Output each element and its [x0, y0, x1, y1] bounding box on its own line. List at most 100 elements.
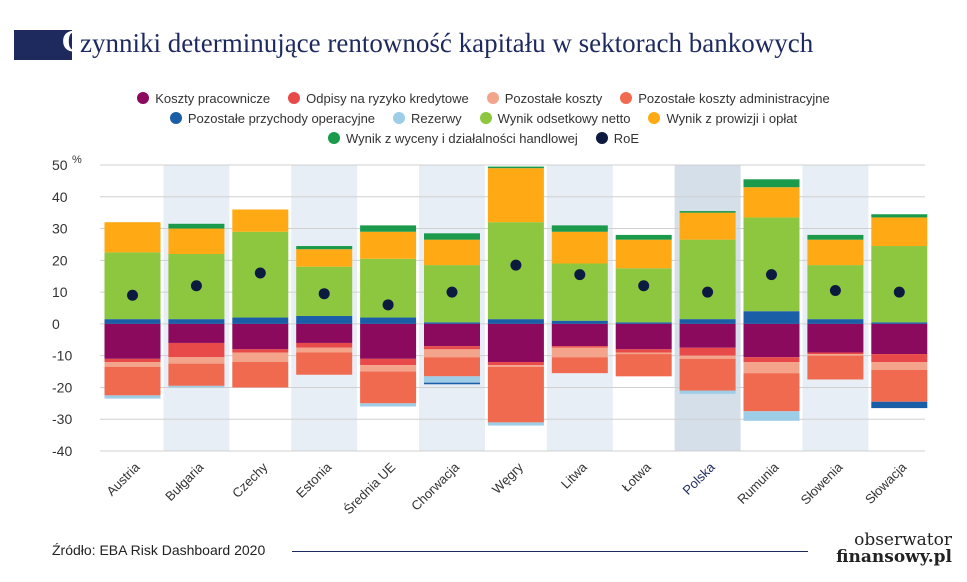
- bar-segment-wynik-prowizji: [551, 231, 608, 264]
- bar-segment-wynik-prowizji: [871, 217, 928, 247]
- legend-item-wynik-wyceny: Wynik z wyceny i działalności handlowej: [327, 130, 578, 146]
- bar-segment-wynik-prowizji: [743, 187, 800, 218]
- bar-segment-koszty-pracownicze: [424, 323, 480, 347]
- y-tick-label: -30: [52, 411, 72, 427]
- bar-segment-pozostale-koszty: [551, 347, 608, 358]
- legend-label: Odpisy na ryzyko kredytowe: [306, 90, 469, 106]
- bar-segment-pozostale-koszty: [424, 349, 480, 358]
- bar-segment-rezerwy: [360, 403, 417, 407]
- legend-label: RoE: [613, 130, 640, 146]
- bar-segment-koszty-pracownicze: [487, 323, 544, 363]
- bar-segment-odpisy: [679, 347, 736, 356]
- bar-segment-wynik-prowizji: [807, 239, 864, 266]
- bar-segment-pozostale-przychody: [615, 322, 672, 324]
- bar-segment-wynik-wyceny: [807, 234, 864, 240]
- x-tick-label: Bułgaria: [162, 459, 207, 504]
- bar-segment-wynik-prowizji: [104, 222, 161, 253]
- chart-title: C zynniki determinujące rentowność kapit…: [14, 27, 834, 60]
- bar-segment-odpisy: [615, 349, 672, 353]
- bar-segment-pozostale-przychody: [296, 315, 353, 324]
- bar-segment-wynik-wyceny: [743, 179, 800, 188]
- logo-line-1: obserwator: [854, 530, 952, 550]
- bar-segment-odpisy: [360, 358, 417, 366]
- bar-segment-odpisy: [551, 346, 608, 348]
- legend-row: Wynik z wyceny i działalności handlowej R…: [0, 128, 967, 148]
- bar-segment-odpisy: [296, 342, 353, 348]
- source-note: Źródło: EBA Risk Dashboard 2020: [52, 542, 266, 558]
- bar-segment-pozostale-koszty: [615, 352, 672, 355]
- legend-row: Koszty pracownicze Odpisy na ryzyko kredy…: [0, 88, 967, 108]
- bar-segment-rezerwy-dark: [424, 382, 480, 385]
- bar-segment-wynik-prowizji: [424, 239, 480, 266]
- title-text: zynniki determinujące rentowność kapitał…: [80, 28, 814, 58]
- bar-segment-wynik-prowizji: [679, 212, 736, 240]
- legend-item-pozostale-koszty: Pozostałe koszty: [486, 91, 602, 106]
- legend-item-pozostale-koszty-adm: Pozostałe koszty administracyjne: [620, 91, 830, 106]
- y-tick-label: 0: [52, 316, 60, 332]
- bar-segment-koszty-pracownicze: [232, 323, 289, 350]
- bar-segment-pozostale-przychody: [360, 317, 417, 324]
- legend-item-koszty-pracownicze: Koszty pracownicze: [137, 91, 270, 106]
- bar-segment-pozostale-przychody: [551, 320, 608, 324]
- legend-swatch: [486, 92, 499, 104]
- bar-segment-wynik-wyceny: [551, 225, 608, 232]
- bar-segment-pozostale-przychody: [424, 322, 480, 324]
- bar-segment-koszty-pracownicze: [807, 323, 864, 353]
- bar-segment-wynik-prowizji: [168, 228, 225, 254]
- roe-point: [574, 269, 586, 281]
- roe-point: [510, 259, 522, 271]
- bar-segment-pozostale-przychody: [487, 319, 544, 324]
- bar-segment-rezerwy: [104, 395, 161, 399]
- roe-point: [446, 286, 458, 298]
- bar-segment-wynik-odsetkowy: [871, 246, 928, 323]
- bar-segment-koszty-pracownicze: [615, 323, 672, 350]
- bar-segment-rezerwy: [743, 411, 800, 421]
- title-initial: C: [62, 27, 84, 58]
- x-tick-label: Austria: [103, 459, 143, 499]
- legend-swatch: [288, 92, 301, 104]
- bar-segment-pozostale-koszty: [743, 362, 800, 374]
- bar-segment-pozostale-koszty: [104, 362, 161, 367]
- bar-segment-rezerwy: [424, 376, 480, 383]
- legend-label: Koszty pracownicze: [155, 90, 271, 106]
- bar-segment-wynik-wyceny: [424, 233, 480, 240]
- x-tick-label: Chorwacja: [408, 459, 463, 514]
- bar-segment-pozostale-koszty-adm: [168, 363, 225, 386]
- bar-segment-odpisy: [232, 349, 289, 353]
- y-tick-label: 40: [52, 189, 68, 205]
- legend-item-wynik-prowizji: Wynik z prowizji i opłat: [648, 111, 797, 126]
- bar-segment-pozostale-przychody: [743, 311, 800, 324]
- x-tick-label: Rumunia: [734, 459, 782, 507]
- legend-label: Wynik z prowizji i opłat: [666, 110, 798, 126]
- bar-segment-wynik-odsetkowy: [104, 252, 161, 320]
- legend-item-pozostale-przychody: Pozostałe przychody operacyjne: [169, 110, 376, 126]
- bar-segment-rezerwy: [679, 390, 736, 394]
- legend-item-roe: RoE: [595, 130, 640, 146]
- legend-swatch: [169, 112, 182, 124]
- bar-segment-pozostale-koszty-adm: [679, 358, 736, 391]
- bar-segment-wynik-odsetkowy: [743, 217, 800, 312]
- roe-point: [766, 269, 777, 281]
- bar-segment-pozostale-koszty: [232, 352, 289, 363]
- y-tick-label: 30: [52, 221, 68, 237]
- x-tick-label: Węgry: [489, 459, 527, 497]
- x-tick-label: Średnia UE: [341, 459, 399, 517]
- legend-swatch: [479, 112, 492, 124]
- legend-swatch: [393, 112, 406, 124]
- bar-segment-pozostale-koszty-adm: [551, 357, 608, 374]
- bar-segment-wynik-wyceny: [296, 246, 353, 250]
- bar-segment-rezerwy: [168, 385, 225, 388]
- legend-label: Pozostałe przychody operacyjne: [187, 110, 376, 126]
- bar-segment-koszty-pracownicze: [551, 323, 608, 347]
- bar-segment-pozostale-koszty: [807, 354, 864, 356]
- y-tick-label: 20: [52, 252, 68, 268]
- bar-segment-koszty-pracownicze: [168, 323, 225, 343]
- y-unit-label: %: [72, 154, 82, 166]
- bar-segment-koszty-pracownicze: [104, 323, 161, 359]
- legend-label: Wynik z wyceny i działalności handlowej: [345, 130, 578, 146]
- bar-segment-wynik-wyceny: [487, 166, 544, 169]
- bar-segment-pozostale-koszty: [487, 365, 544, 367]
- bar-segment-pozostale-koszty-adm: [296, 352, 353, 375]
- y-tick-label: -10: [52, 348, 72, 364]
